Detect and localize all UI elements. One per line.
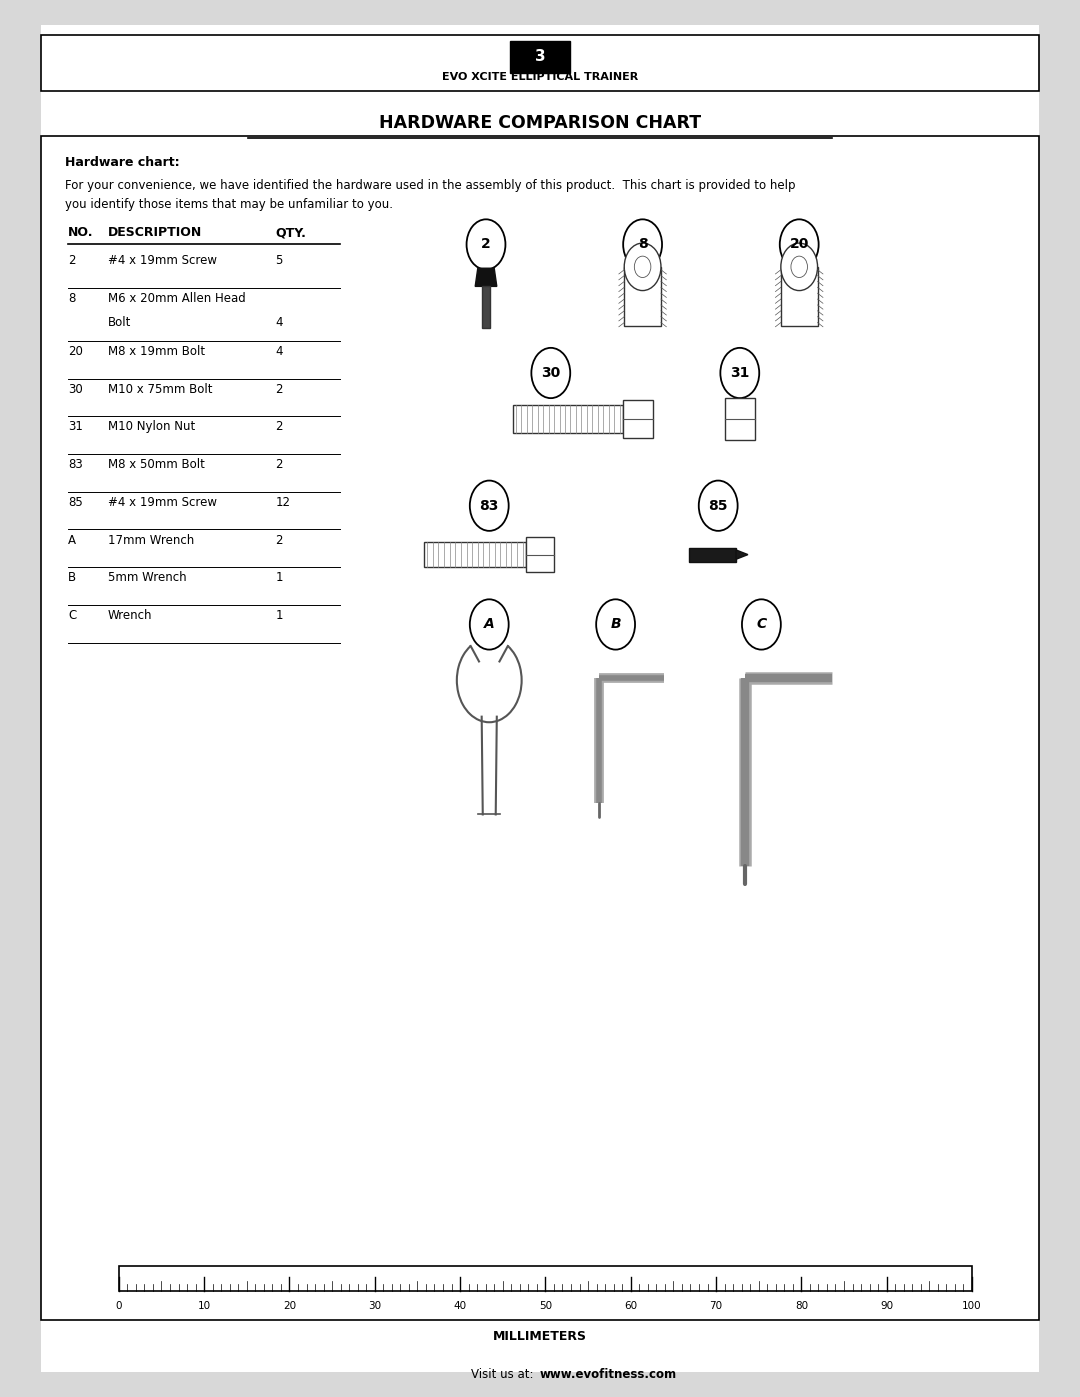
Text: 80: 80	[795, 1301, 808, 1310]
Text: 2: 2	[481, 237, 491, 251]
Polygon shape	[513, 405, 622, 433]
Text: HARDWARE COMPARISON CHART: HARDWARE COMPARISON CHART	[379, 115, 701, 131]
Text: 85: 85	[708, 499, 728, 513]
Text: M10 x 75mm Bolt: M10 x 75mm Bolt	[108, 383, 213, 395]
Text: 70: 70	[710, 1301, 723, 1310]
Text: 90: 90	[880, 1301, 893, 1310]
Text: 20: 20	[789, 237, 809, 251]
Text: 12: 12	[275, 496, 291, 509]
Text: 20: 20	[283, 1301, 296, 1310]
Text: 2: 2	[68, 254, 76, 267]
Polygon shape	[424, 542, 526, 567]
Text: 83: 83	[68, 458, 83, 471]
Text: M8 x 19mm Bolt: M8 x 19mm Bolt	[108, 345, 205, 358]
Text: www.evofitness.com: www.evofitness.com	[540, 1368, 677, 1382]
Text: you identify those items that may be unfamiliar to you.: you identify those items that may be unf…	[65, 198, 393, 211]
Text: Visit us at:: Visit us at:	[471, 1368, 537, 1382]
Text: 4: 4	[275, 316, 283, 328]
Text: 50: 50	[539, 1301, 552, 1310]
Polygon shape	[526, 536, 554, 573]
Polygon shape	[622, 401, 653, 439]
Text: #4 x 19mm Screw: #4 x 19mm Screw	[108, 496, 217, 509]
Text: #4 x 19mm Screw: #4 x 19mm Screw	[108, 254, 217, 267]
Text: 2: 2	[275, 534, 283, 546]
Polygon shape	[725, 398, 755, 440]
Text: For your convenience, we have identified the hardware used in the assembly of th: For your convenience, we have identified…	[65, 179, 795, 191]
Text: 8: 8	[68, 292, 76, 305]
FancyBboxPatch shape	[41, 35, 1039, 91]
Text: 5mm Wrench: 5mm Wrench	[108, 571, 187, 584]
Text: 30: 30	[368, 1301, 381, 1310]
Text: 30: 30	[541, 366, 561, 380]
Text: Wrench: Wrench	[108, 609, 152, 622]
Text: 10: 10	[198, 1301, 211, 1310]
Text: 4: 4	[275, 345, 283, 358]
Polygon shape	[482, 286, 490, 328]
Circle shape	[781, 243, 818, 291]
Polygon shape	[475, 268, 497, 286]
Text: Bolt: Bolt	[108, 316, 132, 328]
Text: 1: 1	[275, 609, 283, 622]
Text: NO.: NO.	[68, 226, 94, 239]
Text: QTY.: QTY.	[275, 226, 307, 239]
Text: 60: 60	[624, 1301, 637, 1310]
Polygon shape	[624, 267, 661, 326]
FancyBboxPatch shape	[41, 25, 1039, 1372]
Text: 1: 1	[275, 571, 283, 584]
Text: 3: 3	[535, 49, 545, 64]
Text: A: A	[484, 617, 495, 631]
Text: 0: 0	[116, 1301, 122, 1310]
Polygon shape	[689, 548, 737, 562]
Text: 17mm Wrench: 17mm Wrench	[108, 534, 194, 546]
Text: 5: 5	[275, 254, 283, 267]
Text: A: A	[68, 534, 76, 546]
FancyBboxPatch shape	[510, 41, 570, 73]
Text: MILLIMETERS: MILLIMETERS	[492, 1330, 588, 1343]
Text: C: C	[68, 609, 77, 622]
Text: 31: 31	[68, 420, 83, 433]
Text: Hardware chart:: Hardware chart:	[65, 156, 179, 169]
Text: B: B	[68, 571, 77, 584]
Text: 85: 85	[68, 496, 83, 509]
Text: M6 x 20mm Allen Head: M6 x 20mm Allen Head	[108, 292, 246, 305]
Text: 40: 40	[454, 1301, 467, 1310]
FancyBboxPatch shape	[119, 1266, 972, 1291]
Text: M10 Nylon Nut: M10 Nylon Nut	[108, 420, 195, 433]
Polygon shape	[781, 267, 818, 326]
Text: 2: 2	[275, 383, 283, 395]
Text: 100: 100	[962, 1301, 982, 1310]
Text: 8: 8	[637, 237, 648, 251]
Text: 2: 2	[275, 458, 283, 471]
Circle shape	[624, 243, 661, 291]
Text: 31: 31	[730, 366, 750, 380]
Text: C: C	[756, 617, 767, 631]
Text: 83: 83	[480, 499, 499, 513]
Text: B: B	[610, 617, 621, 631]
Polygon shape	[737, 550, 747, 559]
Text: 20: 20	[68, 345, 83, 358]
Text: 2: 2	[275, 420, 283, 433]
Text: 30: 30	[68, 383, 83, 395]
Text: M8 x 50mm Bolt: M8 x 50mm Bolt	[108, 458, 205, 471]
Text: EVO XCITE ELLIPTICAL TRAINER: EVO XCITE ELLIPTICAL TRAINER	[442, 71, 638, 82]
Text: DESCRIPTION: DESCRIPTION	[108, 226, 202, 239]
FancyBboxPatch shape	[41, 136, 1039, 1320]
